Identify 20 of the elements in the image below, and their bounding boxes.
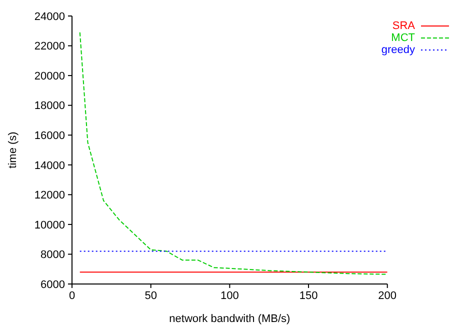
y-tick-label: 8000 (40, 249, 65, 262)
x-tick-label: 50 (144, 290, 157, 302)
x-tick-label: 200 (378, 290, 397, 302)
legend-label: greedy (381, 44, 415, 56)
y-tick-label: 24000 (34, 10, 65, 23)
x-tick-label: 0 (68, 290, 76, 302)
x-tick-label: 150 (299, 290, 318, 302)
x-tick-label: 100 (220, 290, 239, 302)
y-axis-title: time (s) (6, 132, 19, 168)
y-tick-label: 22000 (34, 40, 65, 53)
y-tick-label: 18000 (34, 100, 65, 112)
legend-label: MCT (391, 32, 415, 44)
y-tick-label: 10000 (34, 219, 65, 232)
y-tick-label: 12000 (34, 190, 65, 202)
y-tick-label: 16000 (34, 130, 65, 142)
y-tick-label: 6000 (40, 278, 65, 291)
x-axis-title: network bandwith (MB/s) (169, 313, 290, 325)
y-tick-label: 14000 (34, 160, 65, 172)
legend-label: SRA (392, 20, 415, 32)
y-tick-label: 20000 (34, 70, 65, 82)
